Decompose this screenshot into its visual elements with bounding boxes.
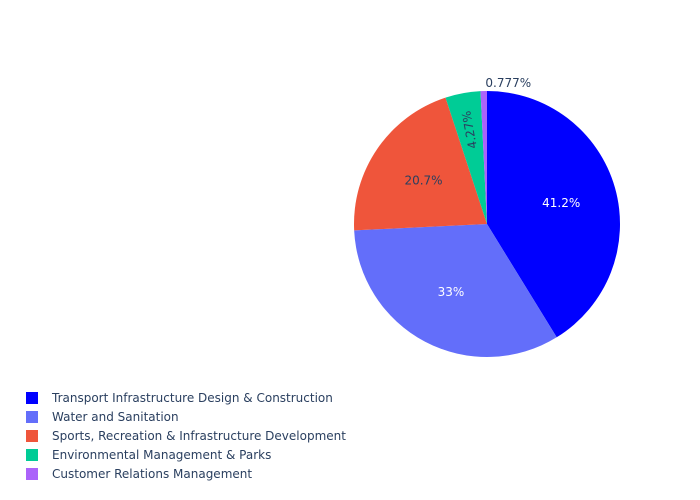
legend-swatch-1[interactable] — [26, 411, 38, 423]
pie-slice-4[interactable] — [480, 91, 487, 224]
legend-label-2[interactable]: Sports, Recreation & Infrastructure Deve… — [52, 429, 346, 443]
legend-swatch-4[interactable] — [26, 468, 38, 480]
legend-label-3[interactable]: Environmental Management & Parks — [52, 448, 271, 462]
pie-slice-0[interactable] — [487, 91, 621, 338]
legend-swatch-0[interactable] — [26, 392, 38, 404]
legend: Transport Infrastructure Design & Constr… — [26, 391, 346, 481]
legend-label-0[interactable]: Transport Infrastructure Design & Constr… — [51, 391, 333, 405]
slice-label-2: 20.7% — [404, 173, 442, 187]
pie-slice-3[interactable] — [445, 91, 487, 224]
legend-label-4[interactable]: Customer Relations Management — [52, 467, 252, 481]
pie-slice-2[interactable] — [353, 97, 487, 231]
slice-label-0: 41.2% — [542, 196, 580, 210]
pie-labels: 41.2% 33% 20.7% 4.27% 0.777% — [404, 76, 580, 299]
pie-slices — [353, 91, 621, 358]
legend-swatch-3[interactable] — [26, 449, 38, 461]
slice-label-4: 0.777% — [485, 76, 531, 90]
pie-slice-1[interactable] — [354, 224, 557, 358]
legend-swatch-2[interactable] — [26, 430, 38, 442]
legend-label-1[interactable]: Water and Sanitation — [52, 410, 179, 424]
slice-label-3: 4.27% — [459, 110, 480, 150]
slice-label-1: 33% — [438, 285, 465, 299]
